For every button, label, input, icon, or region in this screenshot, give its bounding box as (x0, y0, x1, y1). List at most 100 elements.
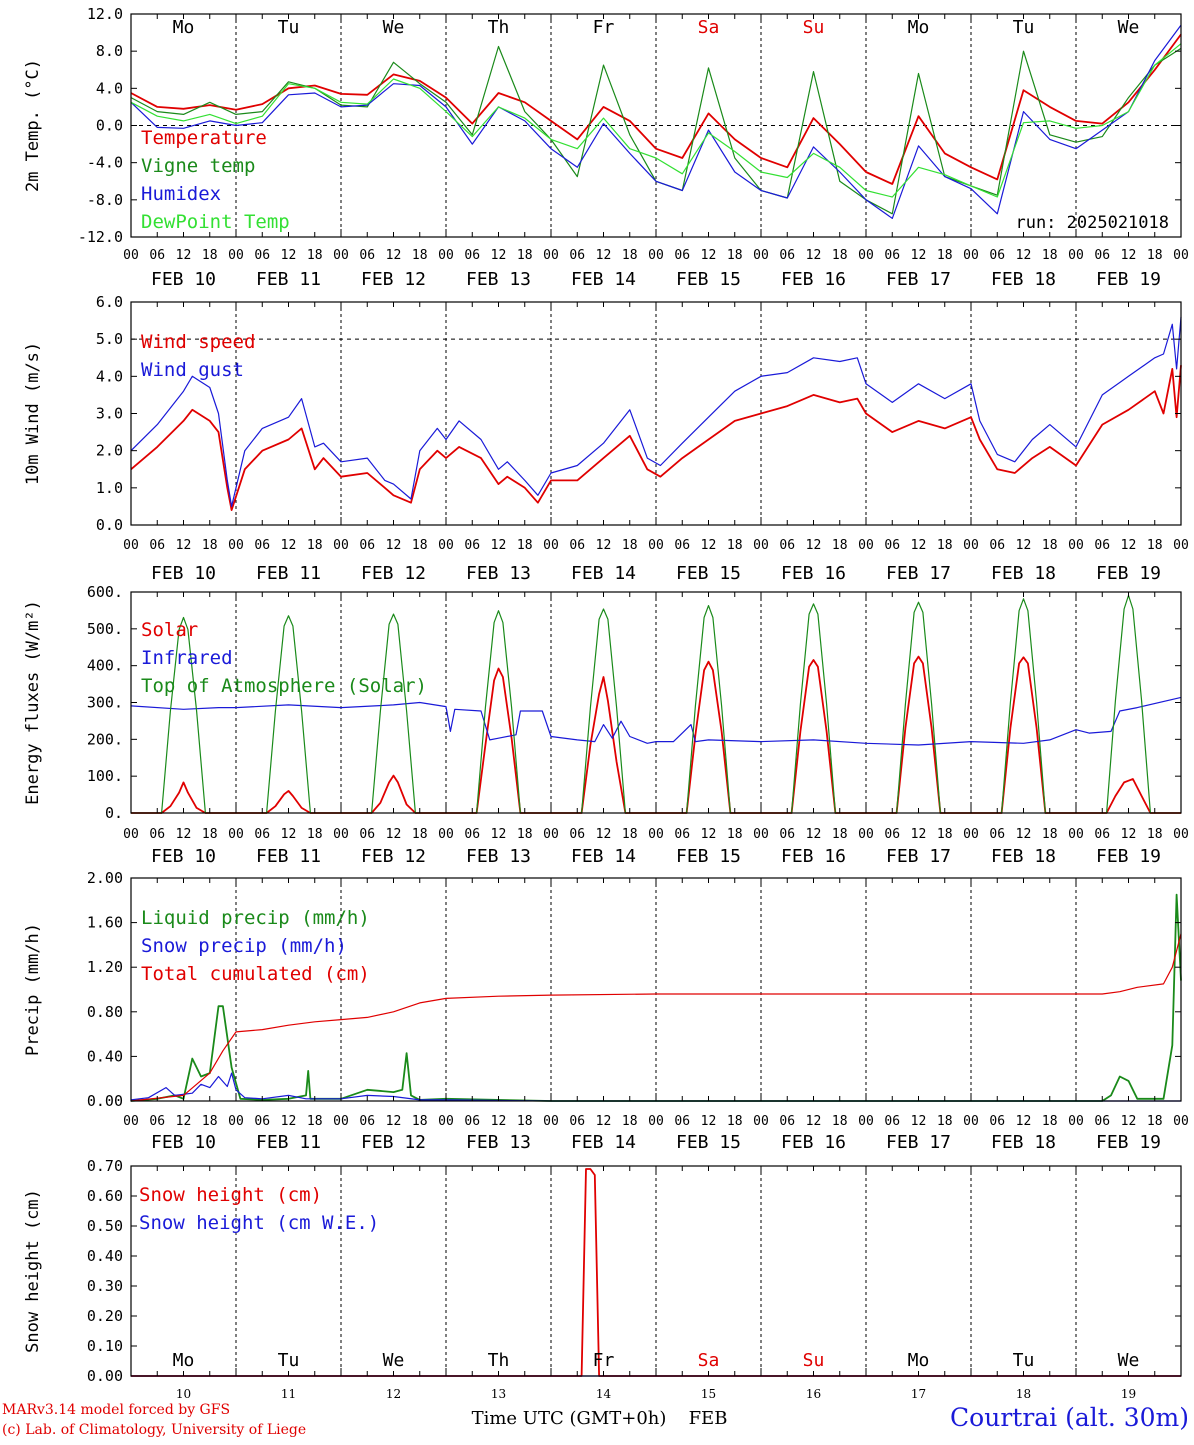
x-tick-label: 00 (648, 248, 664, 263)
x-tick-label: 18 (1042, 1114, 1058, 1129)
x-tick-label: 06 (884, 1114, 900, 1129)
x-tick-label: 12 (1121, 827, 1137, 842)
x-axis-month: FEB (689, 1408, 728, 1429)
date-label: FEB 18 (991, 269, 1056, 290)
legend-entry: Snow precip (mm/h) (141, 935, 347, 957)
date-label: FEB 18 (991, 846, 1056, 867)
weekday-label: Tu (278, 1350, 300, 1371)
x-tick-label: 00 (1173, 248, 1189, 263)
x-tick-label: 00 (753, 1114, 769, 1129)
x-tick-label: 06 (1094, 538, 1110, 553)
x-tick-label: 06 (464, 248, 480, 263)
date-label: FEB 13 (466, 846, 531, 867)
y-tick-label: 5.0 (96, 330, 123, 348)
y-tick-label: 0.40 (87, 1247, 123, 1265)
x-tick-label: 12 (491, 827, 507, 842)
date-label: FEB 12 (361, 563, 426, 584)
y-tick-label: 0.00 (87, 1367, 123, 1385)
legend-entry: Solar (141, 619, 198, 641)
y-axis-label: Precip (mm/h) (23, 923, 43, 1056)
x-tick-label: 18 (202, 827, 218, 842)
date-label: FEB 14 (571, 846, 636, 867)
x-tick-label: 06 (1094, 248, 1110, 263)
x-tick-label: 00 (333, 827, 349, 842)
x-tick-label: 18 (202, 538, 218, 553)
x-tick-label: 06 (569, 1114, 585, 1129)
x-tick-label: 00 (648, 538, 664, 553)
x-tick-label: 18 (412, 1114, 428, 1129)
x-tick-label: 18 (307, 1114, 323, 1129)
x-tick-label: 06 (674, 248, 690, 263)
date-label: FEB 14 (571, 563, 636, 584)
y-tick-label: 8.0 (96, 42, 123, 60)
x-tick-label: 12 (1016, 1114, 1032, 1129)
date-label: FEB 12 (361, 1132, 426, 1153)
x-tick-label: 06 (254, 1114, 270, 1129)
x-tick-label: 00 (438, 248, 454, 263)
x-tick-label: 12 (386, 248, 402, 263)
x-tick-label: 06 (1094, 1114, 1110, 1129)
date-label: FEB 13 (466, 1132, 531, 1153)
x-tick-label: 00 (438, 827, 454, 842)
y-tick-label: 12.0 (87, 5, 123, 23)
date-label: FEB 14 (571, 269, 636, 290)
x-tick-label: 00 (1068, 827, 1084, 842)
weekday-label: Mo (908, 17, 930, 38)
y-axis-label: Snow height (cm) (23, 1189, 43, 1353)
date-label: FEB 11 (256, 846, 321, 867)
x-tick-label: 12 (701, 827, 717, 842)
x-tick-label: 06 (884, 827, 900, 842)
legend-entry: Snow height (cm W.E.) (139, 1212, 379, 1234)
x-tick-label: 00 (963, 248, 979, 263)
weekday-label: Sa (698, 1350, 720, 1371)
date-label: FEB 16 (781, 563, 846, 584)
y-tick-label: 2.00 (87, 869, 123, 887)
weekday-label: Tu (1013, 17, 1035, 38)
y-tick-label: 2.0 (96, 442, 123, 460)
legend-entry: Wind speed (141, 331, 255, 353)
x-tick-label: 18 (1147, 1114, 1163, 1129)
y-tick-label: 1.20 (87, 958, 123, 976)
legend-entry: Snow height (cm) (139, 1184, 322, 1206)
weekday-label: Su (803, 1350, 825, 1371)
x-tick-label: 18 (622, 248, 638, 263)
x-tick-label: 12 (386, 827, 402, 842)
date-label: FEB 17 (886, 563, 951, 584)
x-tick-label: 06 (1094, 827, 1110, 842)
x-tick-label: 12 (806, 1114, 822, 1129)
legend-entry: Liquid precip (mm/h) (141, 907, 370, 929)
x-tick-label: 00 (1068, 248, 1084, 263)
x-tick-label: 18 (727, 538, 743, 553)
x-tick-label: 00 (438, 1114, 454, 1129)
x-tick-label: 18 (832, 538, 848, 553)
plot-frame (130, 301, 1182, 526)
x-tick-label: 00 (543, 538, 559, 553)
x-tick-label: 18 (937, 1114, 953, 1129)
y-tick-label: 1.0 (96, 479, 123, 497)
series-line-infrared (130, 696, 1182, 746)
x-tick-label: 18 (202, 1114, 218, 1129)
weekday-label: Mo (173, 1350, 195, 1371)
y-tick-label: 0.40 (87, 1047, 123, 1065)
plot-frame (130, 13, 1182, 238)
date-label: FEB 10 (151, 846, 216, 867)
x-tick-label: 00 (123, 827, 139, 842)
x-tick-label: 06 (464, 538, 480, 553)
day-number-label: 19 (1121, 1387, 1136, 1401)
x-tick-label: 12 (176, 1114, 192, 1129)
x-tick-label: 18 (1042, 248, 1058, 263)
x-tick-label: 18 (1147, 827, 1163, 842)
legend-entry: Total cumulated (cm) (141, 963, 370, 985)
date-label: FEB 19 (1096, 563, 1161, 584)
y-tick-label: 200. (87, 730, 123, 748)
x-tick-label: 12 (701, 538, 717, 553)
y-tick-label: 1.60 (87, 914, 123, 932)
legend-entry: Infrared (141, 647, 233, 669)
x-tick-label: 06 (464, 1114, 480, 1129)
y-tick-label: 0.30 (87, 1277, 123, 1295)
x-tick-label: 12 (911, 538, 927, 553)
date-label: FEB 14 (571, 1132, 636, 1153)
date-label: FEB 11 (256, 1132, 321, 1153)
x-tick-label: 00 (333, 1114, 349, 1129)
legend-entry: DewPoint Temp (141, 211, 290, 233)
